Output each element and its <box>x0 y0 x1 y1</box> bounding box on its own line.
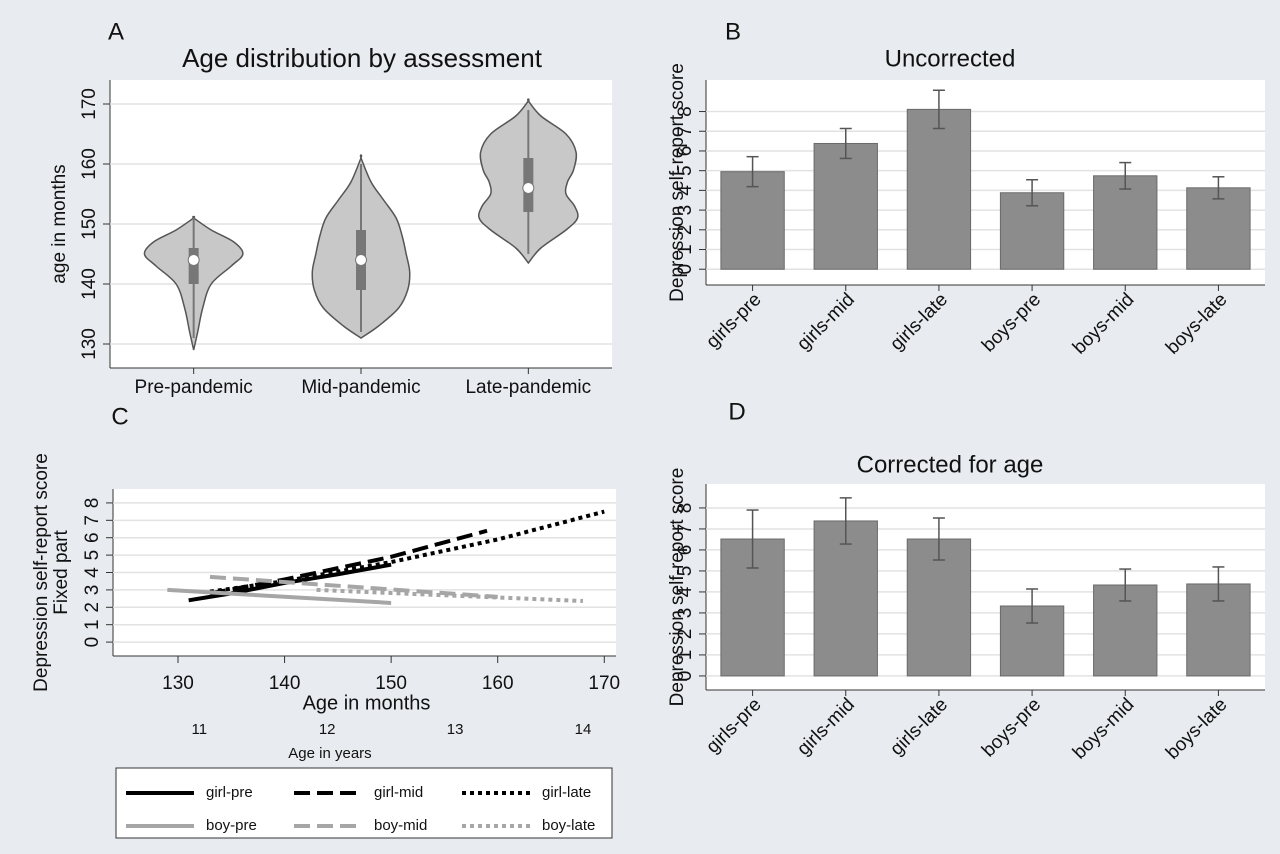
x-tick-label: 160 <box>482 673 514 694</box>
y-tick-label: 170 <box>79 88 100 120</box>
y-tick-label: 8 <box>675 503 696 514</box>
x2-tick-label: 13 <box>447 721 464 738</box>
panel-label: D <box>728 398 745 425</box>
x2-tick-label: 11 <box>192 721 208 738</box>
y-tick-label: 160 <box>79 148 100 180</box>
y-tick-label: 2 <box>675 225 696 236</box>
line-series <box>167 587 392 605</box>
y-tick-label: 5 <box>675 566 696 577</box>
x-tick-label: Late-pandemic <box>465 377 591 398</box>
bar <box>906 108 972 270</box>
y-tick-label: 0 <box>675 671 696 682</box>
legend-label: girl-pre <box>206 784 253 801</box>
median <box>355 254 367 266</box>
median <box>522 182 535 194</box>
panel-label: C <box>111 403 128 430</box>
line-series <box>209 574 498 599</box>
x-tick-label: 170 <box>588 673 620 694</box>
x-axis-label: Age in months <box>303 692 431 714</box>
plot-area <box>706 484 1265 690</box>
line-series <box>209 528 488 596</box>
y-tick-label: 5 <box>82 550 103 561</box>
y-tick-label: 0 <box>675 264 696 275</box>
y-tick-label: 1 <box>82 619 103 630</box>
panel-label: B <box>725 18 741 45</box>
y-tick-label: 4 <box>675 185 696 196</box>
median <box>187 254 200 266</box>
y-tick-label: 7 <box>82 515 103 526</box>
x2-tick-label: 12 <box>319 721 336 738</box>
y-tick-label: 8 <box>675 106 696 117</box>
y-tick-label: 6 <box>82 532 103 543</box>
y-axis-label: age in months <box>49 164 70 283</box>
bar <box>720 171 785 270</box>
x-tick-label: Mid-pandemic <box>301 377 420 398</box>
y-tick-label: 140 <box>79 268 100 300</box>
x-tick-label: Pre-pandemic <box>135 377 253 398</box>
y-axis-label: Depression self-report score <box>667 468 688 707</box>
y-tick-label: 2 <box>82 602 103 613</box>
bar <box>906 538 972 677</box>
panel-label: A <box>108 18 124 45</box>
y-tick-label: 1 <box>675 650 696 661</box>
y-tick-label: 3 <box>675 608 696 619</box>
y-tick-label: 3 <box>675 205 696 216</box>
y-tick-label: 4 <box>675 586 696 597</box>
y-tick-label: 1 <box>675 244 696 255</box>
x-tick-label: 130 <box>162 673 194 694</box>
legend-label: boy-mid <box>374 817 427 834</box>
x2-axis-label: Age in years <box>288 745 371 762</box>
y-axis-label: Depression self-report score <box>667 63 688 302</box>
y-tick-label: 130 <box>79 328 100 360</box>
y-tick-label: 6 <box>675 146 696 157</box>
y-axis-label: Fixed part <box>51 530 72 615</box>
chart-title: Corrected for age <box>857 451 1044 478</box>
line-series <box>209 509 605 594</box>
x2-tick-label: 14 <box>575 721 592 738</box>
y-tick-label: 6 <box>675 545 696 556</box>
bar <box>1093 175 1158 270</box>
y-tick-label: 2 <box>675 629 696 640</box>
bar <box>1186 187 1251 270</box>
y-tick-label: 7 <box>675 126 696 137</box>
x-tick-label: 140 <box>269 673 301 694</box>
y-tick-label: 3 <box>82 585 103 596</box>
y-tick-label: 150 <box>79 208 100 240</box>
chart-title: Uncorrected <box>885 45 1016 72</box>
legend-label: boy-pre <box>206 817 257 834</box>
x-tick-label: 150 <box>375 673 407 694</box>
chart-title: Age distribution by assessment <box>182 43 543 73</box>
plot-area <box>706 80 1265 285</box>
y-tick-label: 7 <box>675 524 696 535</box>
legend-label: girl-mid <box>374 784 423 801</box>
legend-label: girl-late <box>542 784 591 801</box>
y-tick-label: 5 <box>675 165 696 176</box>
y-tick-label: 0 <box>82 637 103 648</box>
y-tick-label: 8 <box>82 498 103 509</box>
bar <box>813 520 878 677</box>
legend-label: boy-late <box>542 817 595 834</box>
y-axis-label: Depression self-report score <box>31 453 52 692</box>
y-tick-label: 4 <box>82 567 103 578</box>
bar <box>813 142 878 270</box>
